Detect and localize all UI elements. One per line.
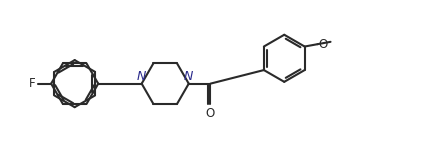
Text: N: N xyxy=(184,70,194,83)
Text: N: N xyxy=(137,70,146,83)
Text: O: O xyxy=(206,107,215,120)
Text: O: O xyxy=(318,38,327,51)
Text: F: F xyxy=(29,77,36,90)
